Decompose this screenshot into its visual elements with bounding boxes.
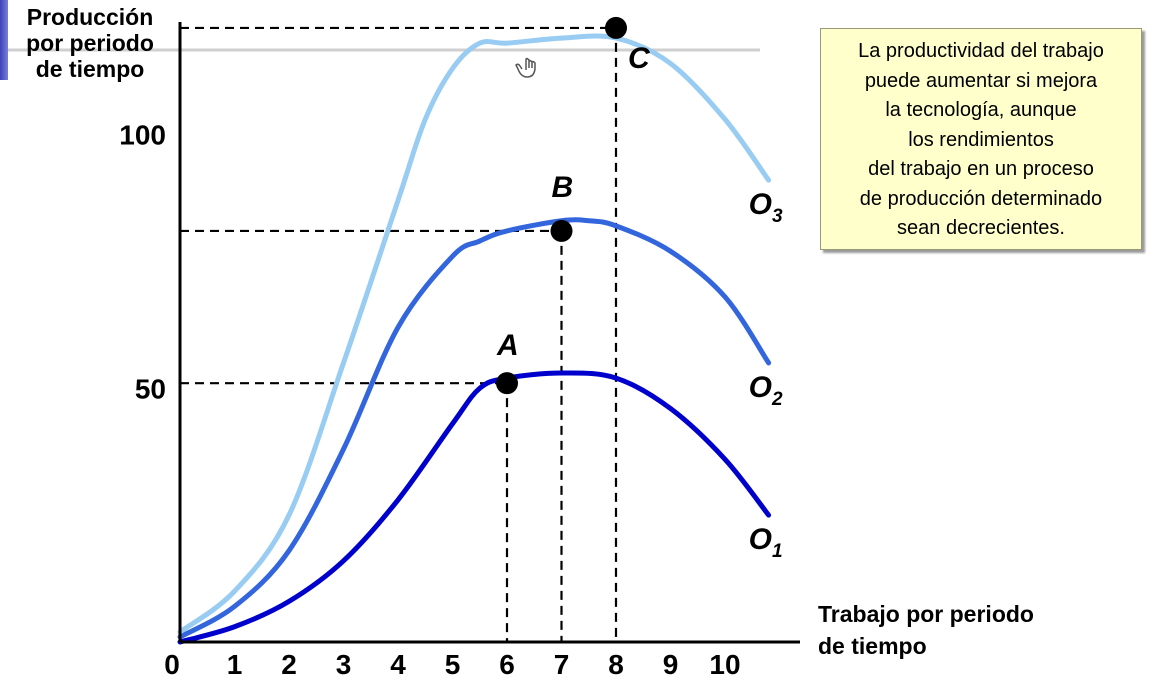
note-line: de producción determinado [859,187,1103,210]
curve-o1 [177,370,772,645]
y-axis-label-line: de tiempo [35,56,145,82]
hand-cursor-icon [515,57,536,78]
x-tick-label: 10 [709,649,740,680]
y-tick-label: 50 [135,373,166,404]
note-line: puede aumentar si mejora [864,69,1098,92]
y-axis-label: Producción por periodo de tiempo [10,4,170,82]
x-tick-label: 3 [336,649,352,680]
point-label-c: C [628,42,651,75]
note-line: la tecnología, aunque [885,99,1077,121]
x-tick-label: 1 [227,649,243,680]
curves [177,33,772,645]
note-line: los rendimientos [908,128,1054,151]
point-b [550,219,573,242]
x-tick-label: 7 [554,649,570,680]
point-a [496,372,518,395]
x-tick-label: 2 [281,649,297,680]
note-line: La productividad del trabajo [858,40,1104,62]
curve-label-o2: O2 [749,371,783,410]
point-c [605,16,627,39]
x-tick-label: 5 [445,649,461,680]
y-axis-label-line: Producción [26,4,154,30]
note-line: sean decrecientes. [897,217,1065,239]
tick-labels: 0 1 2 3 4 5 6 7 8 9 10 50 100 [119,120,740,681]
point-label-a: A [496,329,519,362]
y-axis-label-line: por periodo [26,30,154,56]
axes [178,22,800,644]
x-tick-label: 0 [164,649,180,680]
x-tick-label: 8 [608,649,624,680]
slide-edge-bar [0,0,8,80]
curve-label-o3: O3 [749,188,783,227]
curve-label-o1: O1 [749,523,783,562]
points: A B C [496,16,651,395]
x-axis-label-line: de tiempo [818,633,927,659]
x-axis-label-line: Trabajo por periodo [818,601,1034,627]
curve-o3 [177,33,772,635]
note-box: La productividad del trabajo puede aumen… [820,28,1142,250]
x-tick-label: 9 [663,649,679,680]
x-axis-label: Trabajo por periodo de tiempo [818,598,1034,662]
series-labels: O1 O2 O3 [749,188,783,562]
y-tick-label: 100 [119,120,166,151]
reference-dashes [180,26,618,642]
curve-o2 [177,217,772,640]
x-tick-label: 6 [499,649,515,680]
note-line: del trabajo en un proceso [868,158,1094,180]
point-label-b: B [552,171,574,204]
x-tick-label: 4 [390,649,406,680]
